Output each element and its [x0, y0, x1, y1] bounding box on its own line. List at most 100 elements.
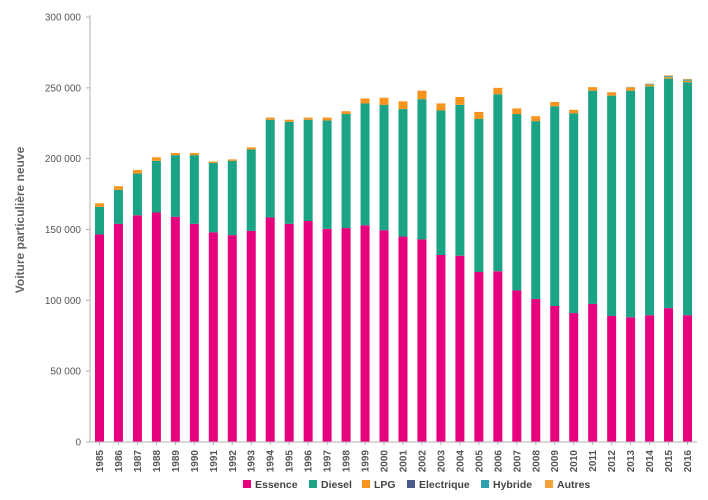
bar-diesel-1986 — [113, 189, 123, 224]
bar-diesel-2006 — [493, 94, 503, 272]
bar-essence-2011 — [588, 303, 598, 443]
bar-essence-1996 — [303, 221, 313, 442]
x-tick-label-1986: 1986 — [114, 450, 125, 473]
legend-label: Electrique — [419, 479, 470, 491]
bar-diesel-2009 — [550, 106, 560, 306]
bar-diesel-1988 — [151, 160, 161, 213]
y-tick-label: 150 000 — [45, 225, 82, 236]
x-tick-label-2003: 2003 — [436, 450, 447, 473]
bar-essence-2009 — [550, 306, 560, 442]
x-tick-label-2006: 2006 — [493, 450, 504, 473]
bar-diesel-2016 — [683, 82, 693, 316]
bar-lpg-2004 — [455, 97, 465, 105]
x-tick-label-1990: 1990 — [190, 450, 201, 473]
bar-essence-1991 — [208, 232, 218, 442]
bar-diesel-2014 — [645, 86, 655, 316]
bar-lpg-1999 — [360, 98, 370, 104]
bar-lpg-2016 — [683, 80, 693, 83]
bar-lpg-1991 — [208, 161, 218, 163]
legend-label: Hybride — [493, 479, 532, 491]
x-tick-label-1985: 1985 — [95, 450, 106, 473]
bar-lpg-1998 — [341, 111, 351, 115]
bar-essence-2000 — [379, 230, 389, 442]
bar-autres-2012 — [607, 92, 617, 93]
bar-diesel-1991 — [208, 162, 218, 233]
legend-item-hybride: Hybride — [481, 479, 532, 491]
legend-item-lpg: LPG — [362, 479, 396, 491]
bar-diesel-1993 — [246, 149, 256, 231]
bar-essence-1999 — [360, 225, 370, 442]
bar-essence-1992 — [227, 235, 237, 442]
bar-lpg-2000 — [379, 97, 389, 105]
legend-label: Autres — [557, 479, 590, 491]
bar-lpg-2014 — [645, 85, 655, 87]
legend: Essence Diesel LPG Electrique Hybride Autres — [243, 479, 590, 491]
x-tick-label-1994: 1994 — [266, 450, 277, 473]
x-tick-label-2000: 2000 — [380, 450, 391, 473]
bar-diesel-1999 — [360, 103, 370, 226]
bar-essence-2006 — [493, 271, 503, 442]
legend-swatch — [481, 480, 489, 488]
x-tick-label-2008: 2008 — [531, 450, 542, 473]
bar-autres-2016 — [683, 78, 693, 80]
bar-diesel-1996 — [303, 119, 313, 221]
bar-lpg-2011 — [588, 87, 598, 91]
legend-item-electrique: Electrique — [407, 479, 470, 491]
legend-label: Essence — [255, 479, 298, 491]
bar-hybride-2016 — [683, 79, 693, 81]
x-tick-label-2005: 2005 — [474, 450, 485, 473]
bar-lpg-2013 — [626, 87, 636, 91]
bar-lpg-2009 — [550, 102, 560, 107]
bar-essence-1986 — [113, 223, 123, 442]
bar-lpg-2015 — [664, 77, 674, 79]
bar-diesel-1997 — [322, 120, 332, 229]
y-tick-label: 100 000 — [45, 296, 82, 307]
x-tick-label-2010: 2010 — [569, 450, 580, 473]
bar-diesel-2012 — [607, 95, 617, 316]
legend-swatch — [243, 480, 251, 488]
bar-lpg-1990 — [189, 153, 199, 156]
legend-item-diesel: Diesel — [309, 479, 352, 491]
bar-essence-2007 — [512, 290, 522, 442]
bar-essence-2008 — [531, 298, 541, 442]
x-tick-label-2004: 2004 — [455, 450, 466, 473]
legend-label: Diesel — [321, 479, 352, 491]
bar-essence-2003 — [436, 255, 446, 442]
bar-lpg-2010 — [569, 109, 579, 114]
x-tick-label-1997: 1997 — [323, 450, 334, 473]
y-tick-label: 50 000 — [50, 367, 81, 378]
bar-essence-2005 — [474, 272, 484, 442]
bar-diesel-1989 — [170, 155, 180, 217]
bar-essence-2004 — [455, 255, 465, 442]
bar-diesel-2011 — [588, 90, 598, 304]
bars-layer — [94, 75, 693, 443]
x-tick-label-1999: 1999 — [361, 450, 372, 473]
legend-item-essence: Essence — [243, 479, 298, 491]
bar-essence-1987 — [132, 215, 142, 442]
bar-diesel-1985 — [94, 206, 104, 235]
bar-diesel-2007 — [512, 114, 522, 291]
x-tick-label-2009: 2009 — [550, 450, 561, 473]
x-tick-label-2011: 2011 — [588, 450, 599, 472]
x-tick-label-1987: 1987 — [133, 450, 144, 473]
x-tick-label-2014: 2014 — [645, 450, 656, 473]
bar-lpg-2008 — [531, 116, 541, 122]
bar-lpg-1988 — [151, 157, 161, 161]
bar-hybride-2014 — [645, 84, 655, 85]
legend-swatch — [362, 480, 370, 488]
bar-essence-1985 — [94, 234, 104, 442]
bar-essence-2010 — [569, 313, 579, 442]
x-tick-label-1988: 1988 — [152, 450, 163, 473]
legend-swatch — [545, 480, 553, 488]
bar-lpg-2005 — [474, 111, 484, 119]
bar-lpg-2001 — [398, 101, 408, 110]
bar-diesel-2010 — [569, 113, 579, 314]
bar-essence-2002 — [417, 239, 427, 442]
bar-essence-2012 — [607, 315, 617, 442]
y-tick-label: 200 000 — [45, 154, 82, 165]
bar-lpg-1989 — [170, 153, 180, 156]
x-tick-label-2002: 2002 — [417, 450, 428, 473]
bar-lpg-2002 — [417, 90, 427, 100]
x-tick-label-2001: 2001 — [398, 450, 409, 473]
